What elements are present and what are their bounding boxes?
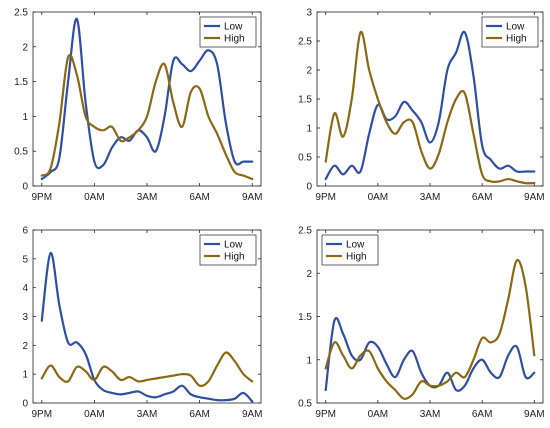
x-tick-label: 3AM [137, 409, 158, 420]
series-line-low [324, 316, 536, 392]
x-tick-label: 6AM [189, 409, 210, 420]
x-tick-label: 9PM [315, 192, 336, 203]
y-tick-label: 6 [22, 226, 28, 237]
legend-label-low: Low [224, 22, 243, 33]
legend-box [199, 16, 257, 48]
y-tick-label: 0 [22, 399, 28, 410]
legend-label-low: Low [224, 240, 243, 251]
y-tick-label: 1.5 [298, 312, 312, 323]
series-line-high [324, 259, 536, 400]
y-tick-label: 1 [22, 370, 28, 381]
y-tick-label: 2 [22, 341, 28, 352]
legend-box [199, 234, 257, 266]
x-tick-label: 6AM [472, 192, 493, 203]
legend-label-high: High [346, 252, 367, 263]
series-line-high [40, 54, 254, 181]
x-tick-label: 9AM [524, 409, 545, 420]
y-tick-label: 0 [306, 182, 312, 193]
y-tick-label: 1.5 [298, 95, 312, 106]
x-tick-label: 0AM [84, 192, 105, 203]
y-tick-label: 0.5 [14, 147, 28, 158]
y-tick-label: 2.5 [298, 37, 312, 48]
x-tick-label: 9AM [524, 192, 545, 203]
legend-label-low: Low [346, 240, 365, 251]
legend-label-high: High [506, 34, 527, 45]
y-tick-label: 1.5 [14, 77, 28, 88]
x-tick-label: 9PM [315, 409, 336, 420]
y-tick-label: 0.5 [298, 399, 312, 410]
x-tick-label: 0AM [84, 409, 105, 420]
y-tick-label: 2.5 [298, 226, 312, 237]
legend-label-high: High [224, 252, 245, 263]
x-tick-label: 6AM [189, 192, 210, 203]
x-tick-label: 0AM [368, 409, 389, 420]
y-tick-label: 1 [306, 355, 312, 366]
x-tick-label: 6AM [472, 409, 493, 420]
y-tick-label: 1 [306, 124, 312, 135]
y-tick-label: 2 [306, 66, 312, 77]
y-tick-label: 0.5 [298, 153, 312, 164]
legend-box [481, 16, 539, 48]
x-tick-label: 0AM [368, 192, 389, 203]
y-tick-label: 0 [22, 182, 28, 193]
series-line-high [40, 351, 254, 388]
x-tick-label: 9PM [31, 192, 52, 203]
y-tick-label: 2.5 [14, 8, 28, 19]
legend-label-high: High [224, 34, 245, 45]
x-tick-label: 9AM [242, 192, 263, 203]
y-tick-label: 2 [22, 42, 28, 53]
y-tick-label: 4 [22, 283, 28, 294]
y-tick-label: 3 [22, 312, 28, 323]
x-tick-label: 3AM [137, 192, 158, 203]
series-line-high [324, 30, 536, 185]
legend-label-low: Low [506, 22, 525, 33]
y-tick-label: 2 [306, 269, 312, 280]
x-tick-label: 3AM [420, 192, 441, 203]
y-tick-label: 5 [22, 254, 28, 265]
y-tick-label: 3 [306, 8, 312, 19]
y-tick-label: 1 [22, 112, 28, 123]
series-line-low [40, 251, 254, 403]
legend-box [321, 234, 379, 266]
series-line-low [324, 30, 536, 181]
series-line-low [40, 17, 254, 181]
x-tick-label: 3AM [420, 409, 441, 420]
x-tick-label: 9PM [31, 409, 52, 420]
x-tick-label: 9AM [242, 409, 263, 420]
